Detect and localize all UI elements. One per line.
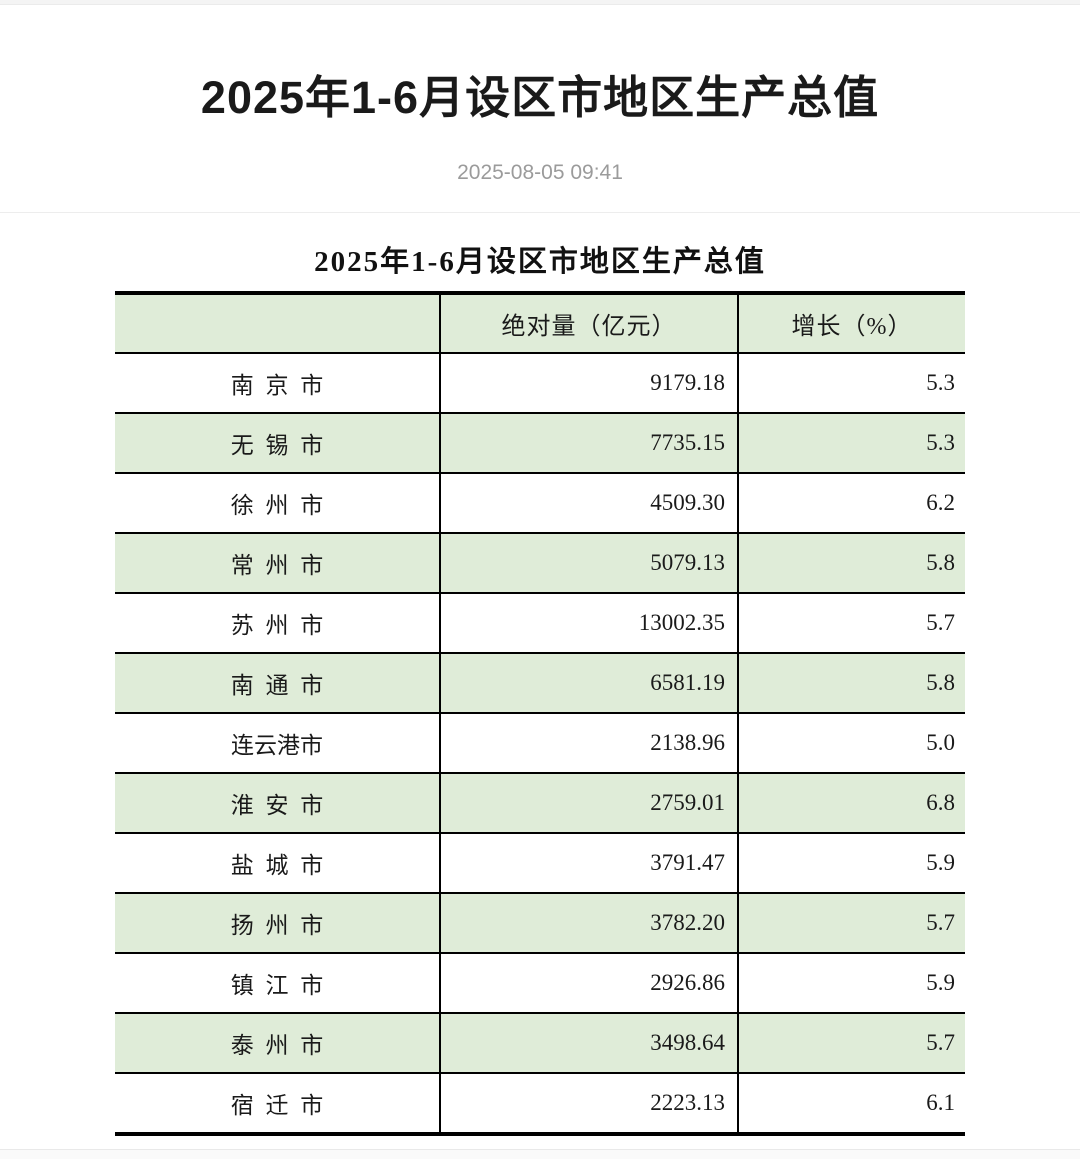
absolute-cell: 5079.13 — [440, 533, 739, 593]
city-cell: 南 通 市 — [115, 653, 441, 713]
growth-cell: 5.3 — [926, 370, 955, 395]
absolute-cell: 2223.13 — [440, 1073, 739, 1134]
table-row: 宿 迁 市 2223.13 6.1 — [115, 1073, 965, 1134]
city-cell: 常 州 市 — [115, 533, 441, 593]
growth-cell: 6.8 — [926, 790, 955, 815]
bottom-divider-strip — [0, 1149, 1080, 1159]
growth-cell: 5.9 — [926, 850, 955, 875]
absolute-cell: 3791.47 — [440, 833, 739, 893]
table-body: 南 京 市 9179.18 5.3 无 锡 市 7735.15 5.3 徐 州 … — [115, 353, 965, 1134]
growth-cell: 6.1 — [926, 1090, 955, 1115]
city-cell: 盐 城 市 — [115, 833, 441, 893]
table-row: 扬 州 市 3782.20 5.7 — [115, 893, 965, 953]
table-row: 泰 州 市 3498.64 5.7 — [115, 1013, 965, 1073]
table-row: 连云港市 2138.96 5.0 — [115, 713, 965, 773]
city-cell: 连云港市 — [115, 713, 441, 773]
absolute-cell: 2926.86 — [440, 953, 739, 1013]
table-title: 2025年1-6月设区市地区生产总值 — [314, 246, 766, 278]
table-row: 徐 州 市 4509.30 6.2 — [115, 473, 965, 533]
city-cell: 南 京 市 — [115, 353, 441, 413]
absolute-cell: 7735.15 — [440, 413, 739, 473]
city-cell: 镇 江 市 — [115, 953, 441, 1013]
absolute-cell: 4509.30 — [440, 473, 739, 533]
header-cell-region — [115, 293, 441, 353]
article-header: 2025年1-6月设区市地区生产总值 2025-08-05 09:41 — [0, 5, 1080, 213]
growth-cell: 5.7 — [926, 610, 955, 635]
growth-cell: 6.2 — [926, 490, 955, 515]
city-cell: 泰 州 市 — [115, 1013, 441, 1073]
absolute-cell: 2759.01 — [440, 773, 739, 833]
page-title: 2025年1-6月设区市地区生产总值 — [200, 72, 880, 123]
table-row: 苏 州 市 13002.35 5.7 — [115, 593, 965, 653]
header-row: 绝对量（亿元） 增长（%） — [115, 293, 965, 353]
absolute-cell: 9179.18 — [440, 353, 739, 413]
growth-cell: 5.7 — [926, 1030, 955, 1055]
city-cell: 淮 安 市 — [115, 773, 441, 833]
table-row: 盐 城 市 3791.47 5.9 — [115, 833, 965, 893]
article-body: 2025年1-6月设区市地区生产总值 绝对量（亿元） 增长（%） 南 京 市 9… — [0, 246, 1080, 1136]
growth-cell: 5.9 — [926, 970, 955, 995]
table-row: 镇 江 市 2926.86 5.9 — [115, 953, 965, 1013]
city-cell: 无 锡 市 — [115, 413, 441, 473]
growth-cell: 5.3 — [926, 430, 955, 455]
absolute-cell: 2138.96 — [440, 713, 739, 773]
table-row: 南 通 市 6581.19 5.8 — [115, 653, 965, 713]
city-cell: 苏 州 市 — [115, 593, 441, 653]
absolute-cell: 3782.20 — [440, 893, 739, 953]
city-cell: 扬 州 市 — [115, 893, 441, 953]
absolute-cell: 6581.19 — [440, 653, 739, 713]
table-row: 淮 安 市 2759.01 6.8 — [115, 773, 965, 833]
table-row: 无 锡 市 7735.15 5.3 — [115, 413, 965, 473]
growth-cell: 5.8 — [926, 670, 955, 695]
table-row: 常 州 市 5079.13 5.8 — [115, 533, 965, 593]
table-row: 南 京 市 9179.18 5.3 — [115, 353, 965, 413]
gdp-table: 绝对量（亿元） 增长（%） 南 京 市 9179.18 5.3 无 锡 市 77… — [115, 291, 965, 1136]
city-cell: 宿 迁 市 — [115, 1073, 441, 1134]
growth-cell: 5.7 — [926, 910, 955, 935]
absolute-cell: 3498.64 — [440, 1013, 739, 1073]
growth-cell: 5.8 — [926, 550, 955, 575]
header-cell-growth: 增长（%） — [738, 293, 965, 353]
top-divider-strip — [0, 0, 1080, 5]
publish-date: 2025-08-05 09:41 — [457, 161, 623, 184]
table-header: 绝对量（亿元） 增长（%） — [115, 293, 965, 353]
header-cell-absolute: 绝对量（亿元） — [440, 293, 739, 353]
city-cell: 徐 州 市 — [115, 473, 441, 533]
growth-cell: 5.0 — [926, 730, 955, 755]
absolute-cell: 13002.35 — [440, 593, 739, 653]
